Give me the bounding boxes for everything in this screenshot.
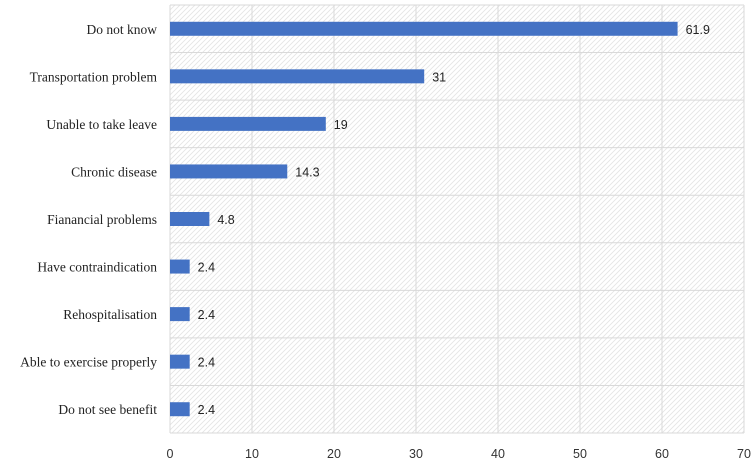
x-axis-tick-labels: 0 10 20 30 40 50 60 70 — [167, 447, 751, 461]
bar-6 — [170, 307, 190, 322]
data-label-5: 2.4 — [198, 261, 215, 275]
bar-2 — [170, 116, 326, 131]
category-label-0: Do not know — [87, 22, 158, 37]
category-label-8: Do not see benefit — [58, 402, 157, 417]
category-labels: Do not know Transportation problem Unable … — [20, 22, 157, 417]
x-tick-label-0: 0 — [167, 447, 174, 461]
bar-1 — [170, 69, 425, 84]
bar-7 — [170, 354, 190, 369]
x-tick-label-4: 40 — [491, 447, 505, 461]
category-label-6: Rehospitalisation — [63, 307, 157, 322]
data-label-3: 14.3 — [295, 165, 319, 179]
data-label-0: 61.9 — [686, 23, 710, 37]
bar-5 — [170, 259, 190, 274]
x-tick-label-5: 50 — [573, 447, 587, 461]
x-tick-label-1: 10 — [245, 447, 259, 461]
bar-0 — [170, 21, 678, 36]
x-tick-label-6: 60 — [655, 447, 669, 461]
x-tick-label-7: 70 — [737, 447, 751, 461]
data-label-7: 2.4 — [198, 356, 215, 370]
bar-4 — [170, 212, 210, 226]
data-labels: 61.9 31 19 14.3 4.8 2.4 2.4 2.4 2.4 — [198, 23, 710, 417]
x-tick-label-2: 20 — [327, 447, 341, 461]
bars — [170, 21, 678, 417]
category-label-1: Transportation problem — [30, 69, 158, 84]
category-label-5: Have contraindication — [37, 260, 157, 275]
bar-8 — [170, 402, 190, 417]
plot-background — [170, 5, 744, 433]
data-label-2: 19 — [334, 118, 348, 132]
data-label-1: 31 — [432, 70, 446, 84]
data-label-8: 2.4 — [198, 403, 215, 417]
gridlines — [169, 4, 745, 434]
category-label-2: Unable to take leave — [46, 117, 157, 132]
data-label-4: 4.8 — [217, 213, 234, 227]
bar-3 — [170, 164, 288, 179]
data-label-6: 2.4 — [198, 308, 215, 322]
category-label-4: Fianancial problems — [47, 212, 157, 227]
x-tick-label-3: 30 — [409, 447, 423, 461]
category-label-7: Able to exercise properly — [20, 355, 157, 370]
category-label-3: Chronic disease — [71, 164, 157, 179]
